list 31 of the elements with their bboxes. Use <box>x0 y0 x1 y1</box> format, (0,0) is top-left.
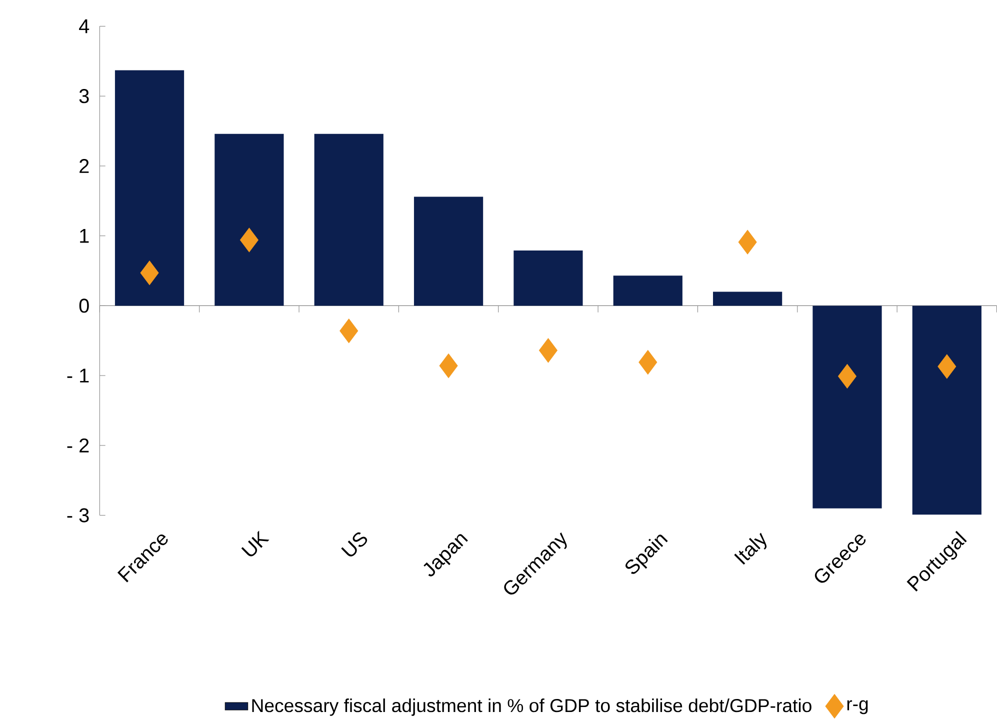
bar <box>613 276 682 306</box>
y-tick-label: 3 <box>79 89 89 104</box>
x-tick-label: US <box>341 532 368 556</box>
y-tick-label: 4 <box>79 19 90 34</box>
x-tick-label: Italy <box>734 532 767 565</box>
bar <box>713 292 782 306</box>
bar <box>114 70 184 306</box>
point <box>738 230 757 254</box>
bar <box>912 306 982 515</box>
y-tick-label: - 1 <box>67 368 89 382</box>
legend-label: r-g <box>847 700 868 714</box>
x-tick-label: UK <box>241 530 270 556</box>
point <box>538 338 558 363</box>
bar <box>812 306 882 508</box>
point <box>439 354 458 378</box>
point <box>638 350 658 375</box>
bar <box>414 196 484 306</box>
y-tick-label: - 3 <box>67 508 89 522</box>
y-tick-label: 2 <box>80 159 89 173</box>
y-tick-label: - 2 <box>67 438 89 452</box>
point <box>340 318 358 344</box>
point <box>838 364 856 389</box>
y-tick-label: 1 <box>80 229 89 243</box>
point <box>240 228 258 252</box>
point <box>140 260 159 286</box>
legend-label: Necessary fiscal adjustment in % of GDP to stabilise debt/GDP-ratio <box>252 698 812 716</box>
bar <box>514 250 583 306</box>
bar <box>314 134 384 306</box>
y-tick-label: 0 <box>79 298 89 313</box>
point <box>938 354 956 379</box>
bar <box>214 134 284 306</box>
